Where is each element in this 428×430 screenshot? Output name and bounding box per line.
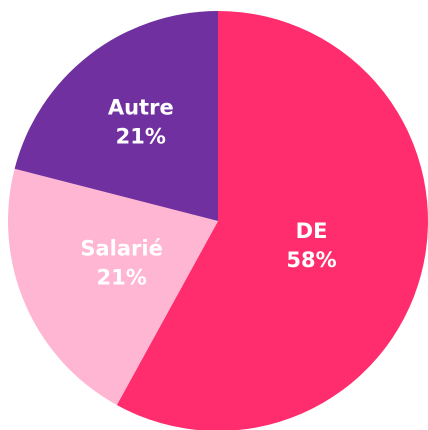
- slice-category-label: DE: [296, 219, 328, 243]
- pie-slice: [116, 11, 428, 430]
- slice-value-label: 58%: [286, 248, 336, 272]
- slice-category-label: Autre: [108, 95, 174, 119]
- pie-slice: [14, 11, 219, 221]
- slice-value-label: 21%: [97, 266, 147, 290]
- slice-category-label: Salarié: [80, 237, 162, 261]
- pie-slice: [8, 168, 218, 406]
- slice-value-label: 21%: [116, 124, 166, 148]
